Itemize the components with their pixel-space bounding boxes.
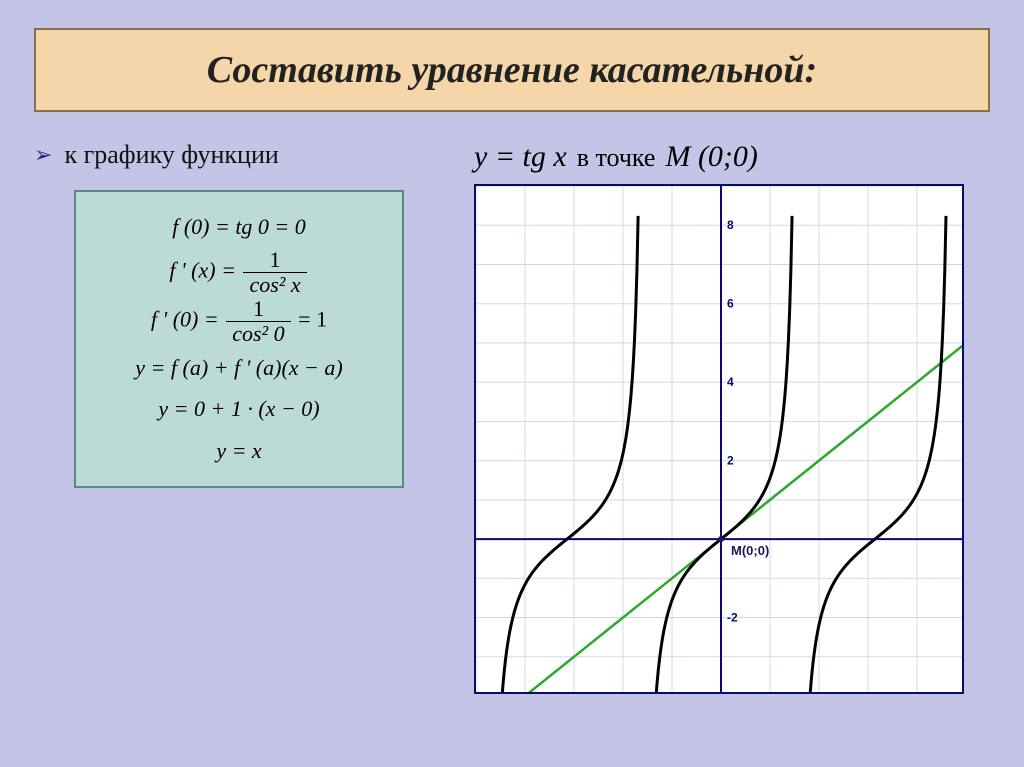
title-box: Составить уравнение касательной: bbox=[34, 28, 990, 112]
bullet-arrow-icon: ➢ bbox=[34, 142, 52, 168]
eq-line-3: f ' (0) = 1 cos² 0 = 1 bbox=[96, 297, 382, 346]
bullet-text: к графику функции bbox=[64, 140, 278, 170]
eq-line-6: y = x bbox=[96, 430, 382, 472]
eq-line-5: y = 0 + 1 · (x − 0) bbox=[96, 388, 382, 430]
graph: -2 2 4 6 8 M(0;0) bbox=[474, 184, 964, 694]
svg-text:8: 8 bbox=[727, 218, 734, 232]
svg-text:2: 2 bbox=[727, 454, 734, 468]
eq-line-4: y = f (a) + f ' (a)(x − a) bbox=[96, 347, 382, 389]
point-m: M (0;0) bbox=[665, 140, 757, 174]
bullet-line: ➢ к графику функции bbox=[34, 140, 454, 170]
function-line: y = tg x в точке M (0;0) bbox=[474, 140, 990, 174]
svg-text:4: 4 bbox=[727, 375, 734, 389]
right-column: y = tg x в точке M (0;0) -2 2 4 6 8 M(0;0) bbox=[474, 140, 990, 694]
svg-text:M(0;0): M(0;0) bbox=[731, 543, 769, 558]
graph-svg: -2 2 4 6 8 M(0;0) bbox=[476, 186, 964, 694]
content-row: ➢ к графику функции f (0) = tg 0 = 0 f '… bbox=[34, 140, 990, 694]
page-title: Составить уравнение касательной: bbox=[60, 48, 964, 92]
eq-line-1: f (0) = tg 0 = 0 bbox=[96, 206, 382, 248]
at-point-label: в точке bbox=[577, 143, 656, 173]
function-eq: y = tg x bbox=[474, 140, 567, 174]
svg-text:6: 6 bbox=[727, 297, 734, 311]
left-column: ➢ к графику функции f (0) = tg 0 = 0 f '… bbox=[34, 140, 454, 488]
svg-text:-2: -2 bbox=[727, 611, 738, 625]
work-box: f (0) = tg 0 = 0 f ' (x) = 1 cos² x f ' … bbox=[74, 190, 404, 488]
eq-line-2: f ' (x) = 1 cos² x bbox=[96, 248, 382, 297]
